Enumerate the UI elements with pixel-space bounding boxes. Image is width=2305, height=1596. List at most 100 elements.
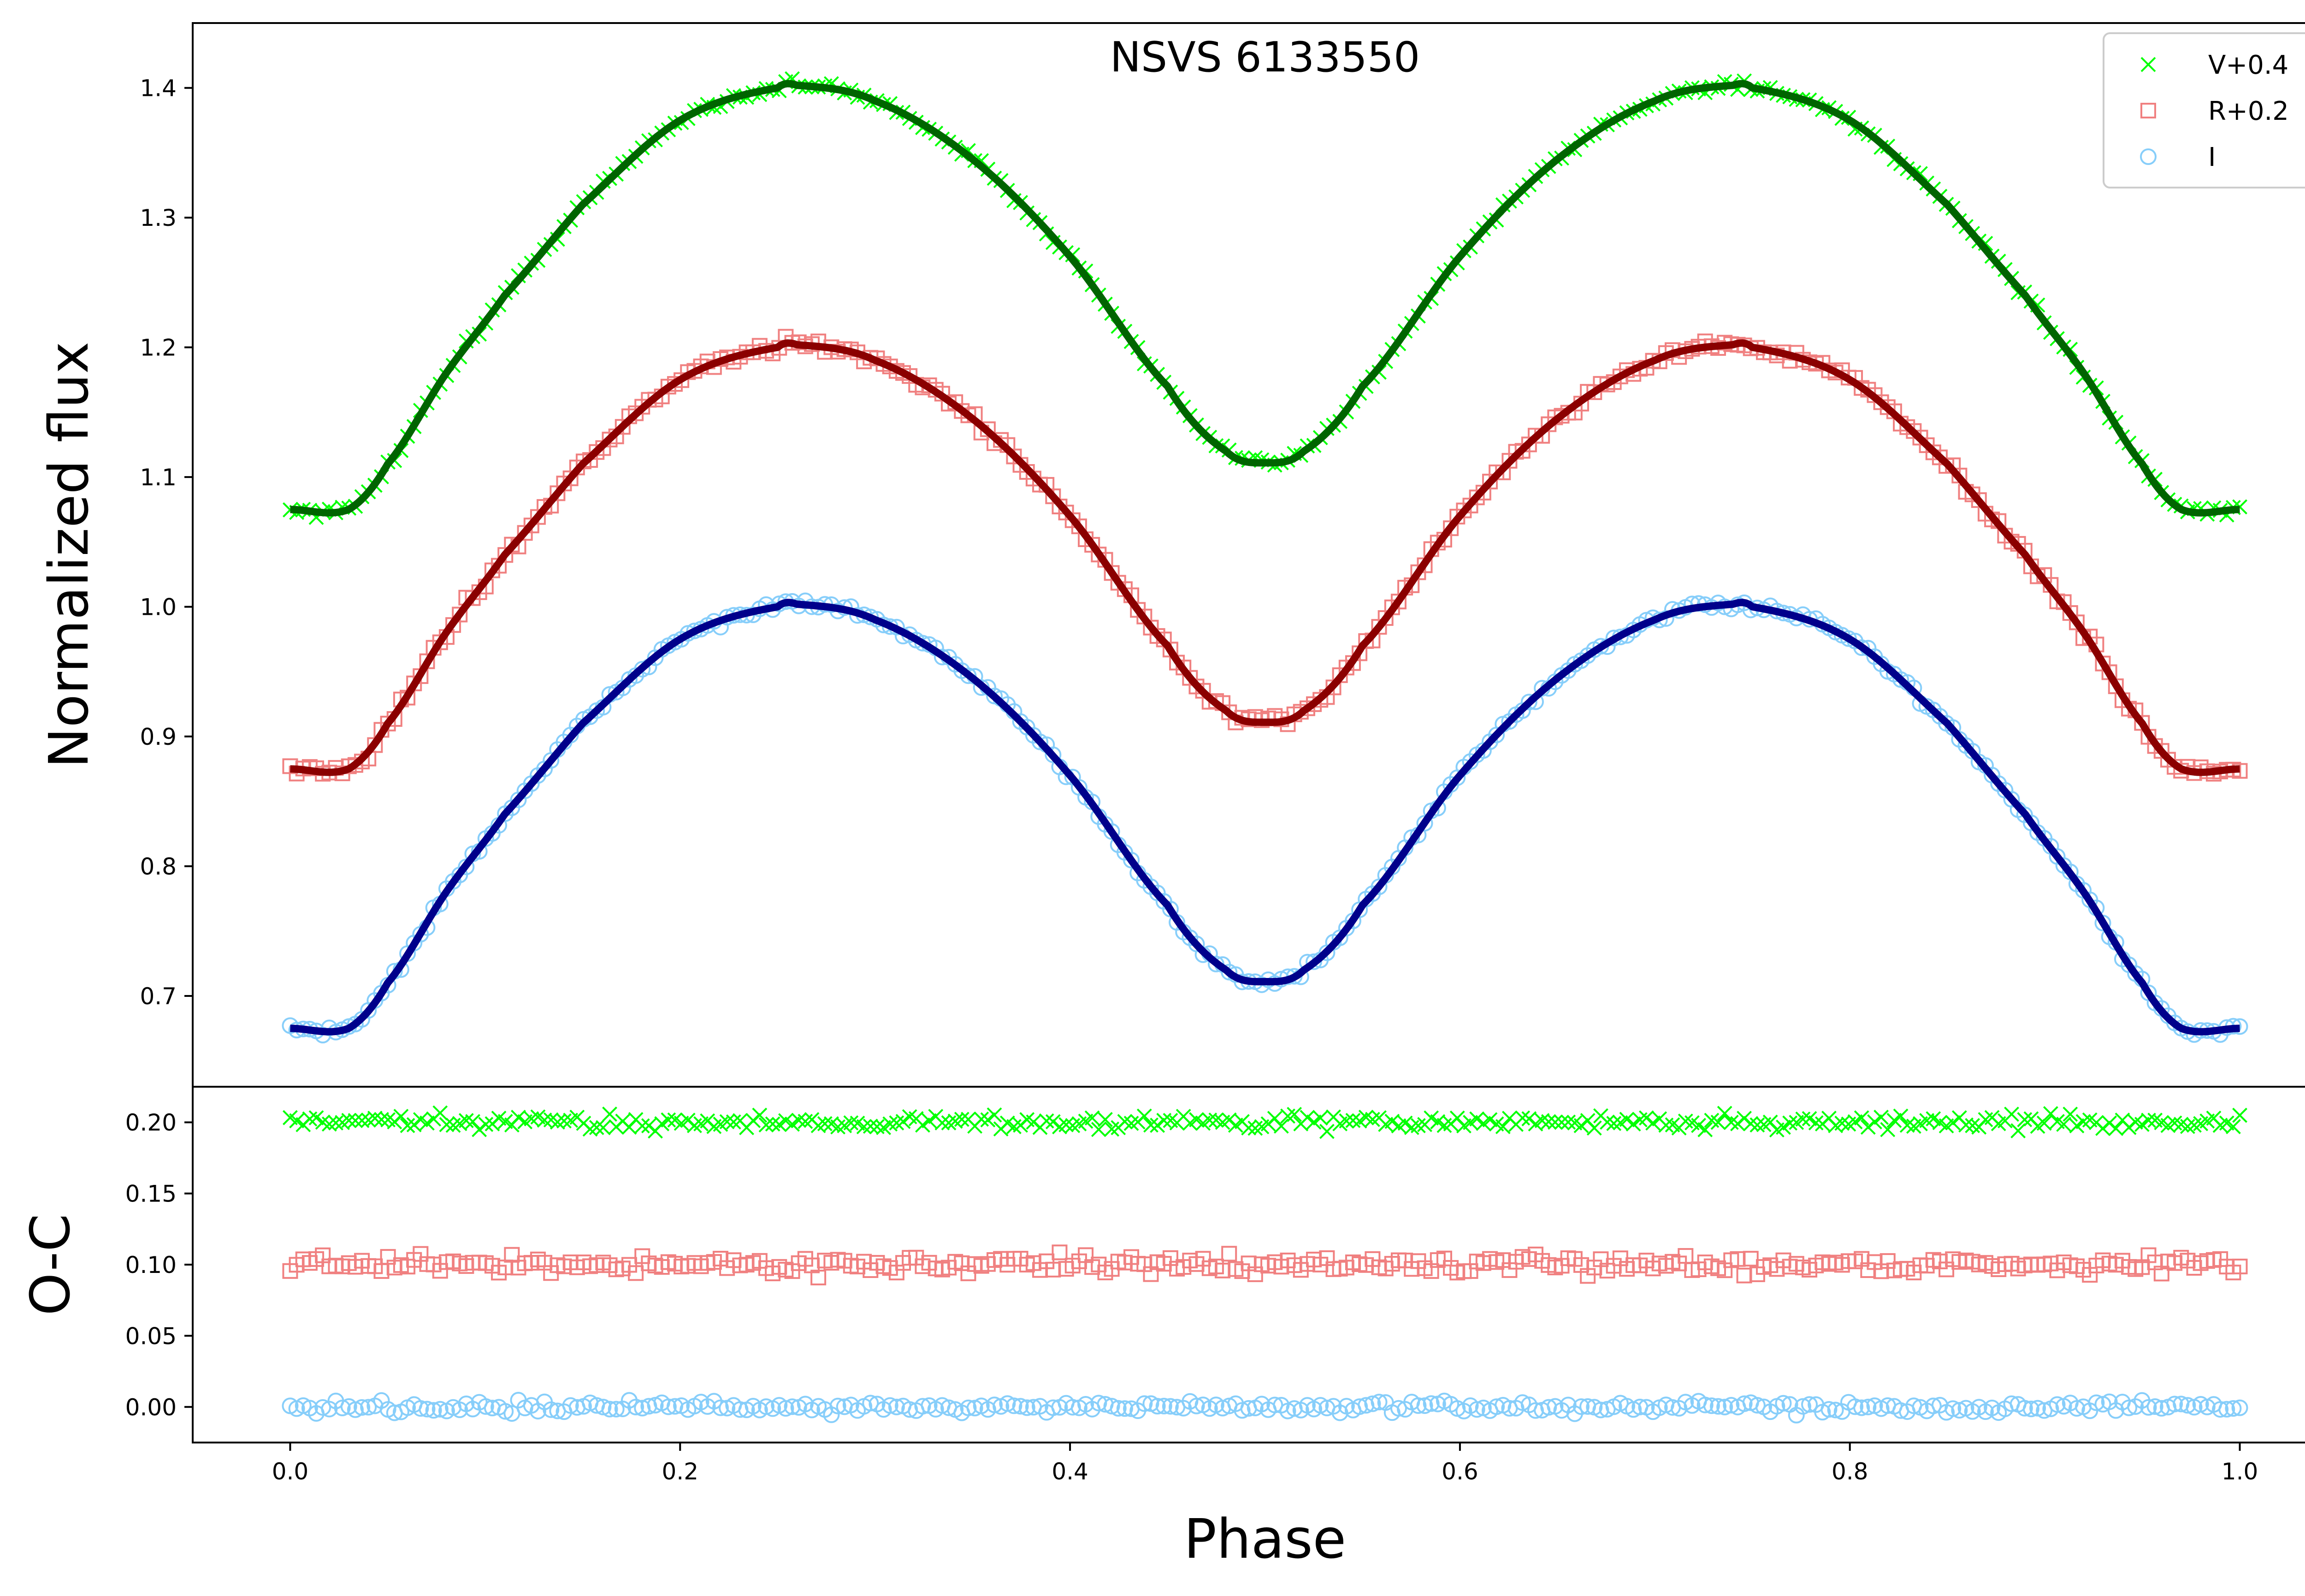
y-tick-label: 0.20: [125, 1109, 177, 1136]
residual-point: [1103, 1398, 1120, 1415]
residual-point: [1554, 1114, 1569, 1130]
residual-point: [895, 1113, 911, 1129]
residual-point: [431, 1401, 449, 1418]
residual-point: [627, 1399, 644, 1416]
residual-point: [817, 1116, 833, 1131]
residual-point: [777, 1400, 794, 1417]
residual-point: [661, 1112, 676, 1128]
legend-marker: [2140, 103, 2156, 118]
residual-point: [1273, 1118, 1289, 1134]
residual-point: [757, 1398, 774, 1415]
y-tick-label: 1.3: [140, 205, 177, 231]
residual-point: [2010, 1123, 2026, 1138]
residual-point: [477, 1398, 494, 1415]
residual-point: [1521, 1111, 1537, 1126]
y-tick-label: 0.15: [125, 1181, 177, 1207]
residual-point: [1143, 1117, 1158, 1133]
residual-point: [562, 1397, 579, 1414]
residual-point: [556, 1113, 572, 1129]
residual-point: [472, 1122, 487, 1137]
residual-circle-points: [282, 1392, 2248, 1424]
residual-point: [374, 1112, 389, 1127]
residual-point: [974, 1111, 989, 1127]
residual-point: [628, 1265, 644, 1281]
residual-point: [1958, 1117, 1974, 1133]
residual-point: [1860, 1398, 1877, 1415]
residual-point: [2017, 1112, 2033, 1127]
residual-point: [888, 1398, 905, 1415]
x-tick-label: 0.8: [1832, 1458, 1868, 1485]
residual-point: [1058, 1117, 1074, 1132]
residual-point: [1364, 1395, 1381, 1412]
residual-point: [954, 1112, 969, 1127]
data-point: [1123, 852, 1140, 869]
y-tick-label: 0.9: [140, 724, 177, 750]
residual-point: [1005, 1397, 1022, 1414]
residual-point: [719, 1114, 735, 1130]
residual-point: [2043, 1106, 2058, 1121]
residual-point: [830, 1119, 845, 1135]
residual-point: [302, 1111, 318, 1127]
residual-point: [420, 1115, 435, 1131]
residual-point: [1468, 1401, 1485, 1418]
residual-point: [1234, 1402, 1251, 1419]
residual-point: [1116, 1400, 1133, 1417]
residual-point: [1717, 1106, 1732, 1121]
residual-point: [2068, 1400, 2085, 1417]
data-point: [1520, 694, 1537, 711]
residual-point: [1645, 1115, 1661, 1131]
residual-point: [1736, 1395, 1753, 1412]
residual-point: [1572, 1398, 1590, 1415]
residual-point: [321, 1116, 337, 1132]
residual-point: [862, 1395, 879, 1412]
x-tick-label: 1.0: [2222, 1458, 2258, 1485]
residual-point: [1515, 1110, 1531, 1126]
residual-point: [634, 1400, 651, 1417]
legend: V+0.4 R+0.2 I: [2103, 32, 2305, 188]
residual-point: [2049, 1396, 2066, 1413]
legend-box: [2103, 32, 2305, 188]
residual-point: [1945, 1115, 1961, 1131]
residual-point: [367, 1111, 383, 1126]
residual-point: [308, 1110, 324, 1125]
residual-point: [1794, 1398, 1811, 1415]
residual-point: [2179, 1397, 2196, 1414]
residual-point: [1482, 1112, 1498, 1128]
axes: 0.0 0.2 0.4 0.6 0.8 1.0 0.7 0.8 0.9 1.0 1.1 1.2 1.3 1…: [125, 75, 2258, 1485]
residual-point: [1723, 1114, 1739, 1130]
residual-point: [2180, 1119, 2195, 1134]
residual-point: [1710, 1114, 1726, 1130]
residual-point: [1488, 1398, 1505, 1415]
residual-point: [1854, 1110, 1869, 1125]
residual-point: [2022, 1401, 2039, 1418]
residual-point: [1639, 1110, 1654, 1126]
residual-point: [1155, 1397, 1172, 1414]
residual-point: [712, 1399, 729, 1416]
residual-point: [2063, 1107, 2078, 1122]
residual-point: [608, 1401, 625, 1418]
residual-point: [1162, 1398, 1179, 1415]
residual-point: [1149, 1398, 1166, 1415]
residual-point: [1156, 1113, 1172, 1128]
residual-point: [1716, 1399, 1733, 1416]
residual-point: [1560, 1114, 1576, 1130]
y-tick-label: 1.0: [140, 594, 177, 621]
residual-point: [1703, 1397, 1720, 1414]
residual-point: [2212, 1401, 2229, 1418]
residual-point: [2232, 1107, 2247, 1123]
residual-point: [341, 1113, 357, 1128]
residual-point: [2218, 1401, 2235, 1418]
y-axis-title-top: Normalized flux: [37, 342, 100, 768]
residual-point: [2140, 1399, 2157, 1416]
residual-point: [856, 1119, 872, 1135]
residual-point: [1039, 1113, 1054, 1129]
residual-point: [1723, 1397, 1740, 1414]
residual-point: [2141, 1113, 2156, 1128]
residual-point: [2121, 1399, 2138, 1416]
residual-point: [843, 1115, 859, 1131]
residual-point: [960, 1399, 977, 1416]
residual-marks: [282, 1105, 2248, 1424]
residual-point: [1221, 1246, 1237, 1262]
